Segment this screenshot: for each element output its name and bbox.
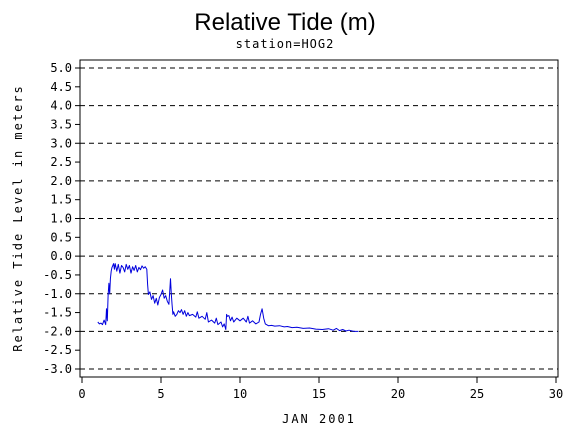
y-tick-label: -3.0 xyxy=(43,362,72,376)
x-axis-ticks: 0 5 10 15 20 25 30 xyxy=(78,377,563,401)
y-axis-label: Relative Tide Level in meters xyxy=(11,84,25,352)
y-tick-label: 2.5 xyxy=(50,155,72,169)
y-tick-label: 2.0 xyxy=(50,174,72,188)
chart-subtitle: station=HOG2 xyxy=(236,37,335,51)
y-tick-label: 1.5 xyxy=(50,193,72,207)
y-tick-label: 3.0 xyxy=(50,136,72,150)
y-tick-label: 0.5 xyxy=(50,230,72,244)
chart-title: Relative Tide (m) xyxy=(194,9,375,36)
y-tick-label: 1.0 xyxy=(50,212,72,226)
x-tick-label: 15 xyxy=(312,387,326,401)
x-axis-label: JAN 2001 xyxy=(282,412,356,426)
y-axis-ticks: 5.0 4.5 4.0 3.5 3.0 2.5 2.0 1.5 1.0 0.5 0.0 -0.5 -1.… xyxy=(43,61,80,376)
series-group xyxy=(97,263,359,332)
y-tick-label: 0.0 xyxy=(50,249,72,263)
y-tick-label: 4.0 xyxy=(50,99,72,113)
x-tick-label: 0 xyxy=(78,387,85,401)
y-tick-label: 3.5 xyxy=(50,117,72,131)
x-tick-label: 25 xyxy=(470,387,484,401)
x-tick-label: 30 xyxy=(549,387,563,401)
grid-lines xyxy=(80,67,558,370)
y-tick-label: -1.0 xyxy=(43,287,72,301)
tide-series-line xyxy=(97,263,359,332)
x-tick-label: 5 xyxy=(157,387,164,401)
y-tick-label: -2.0 xyxy=(43,324,72,338)
y-tick-label: 5.0 xyxy=(50,61,72,75)
y-tick-label: 4.5 xyxy=(50,80,72,94)
x-tick-label: 20 xyxy=(391,387,405,401)
y-tick-label: -0.5 xyxy=(43,268,72,282)
y-tick-label: -1.5 xyxy=(43,306,72,320)
y-tick-label: -2.5 xyxy=(43,343,72,357)
x-tick-label: 10 xyxy=(233,387,247,401)
